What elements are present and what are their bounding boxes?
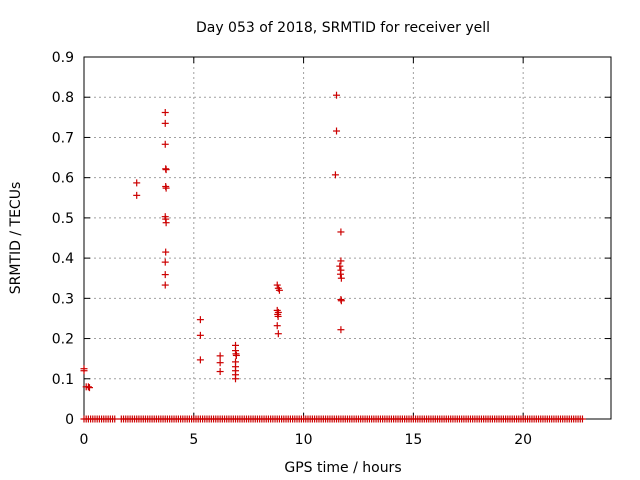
x-tick-label: 10 — [295, 432, 313, 448]
data-point — [331, 171, 339, 179]
data-point-zero — [111, 415, 119, 423]
chart-title: Day 053 of 2018, SRMTID for receiver yel… — [196, 20, 490, 36]
data-point — [275, 286, 283, 294]
y-tick-label: 0.9 — [52, 50, 74, 66]
data-point — [337, 326, 345, 334]
data-point — [196, 356, 204, 364]
y-tick-label: 0.3 — [52, 291, 74, 307]
data-point — [133, 179, 141, 187]
y-tick-labels: 0 0.1 0.2 0.3 0.4 0.5 0.6 0.7 0.8 0.9 — [52, 50, 74, 428]
y-tick-label: 0.2 — [52, 332, 74, 348]
data-point — [274, 312, 282, 320]
y-tick-label: 0.5 — [52, 211, 74, 227]
data-point — [336, 270, 344, 278]
plot-frame — [83, 56, 612, 420]
data-point — [85, 384, 93, 392]
data-point — [232, 375, 240, 383]
data-point — [273, 281, 281, 289]
data-point — [161, 109, 169, 117]
data-point — [162, 219, 170, 227]
data-point — [337, 257, 345, 265]
data-points — [80, 91, 586, 423]
data-point — [196, 331, 204, 339]
data-point — [216, 352, 224, 360]
data-point — [337, 297, 345, 305]
y-tick-label: 0.4 — [52, 251, 74, 267]
x-tick-labels: 0 5 10 15 20 — [80, 432, 533, 448]
y-tick-label: 0.8 — [52, 90, 74, 106]
x-tick-label: 20 — [514, 432, 532, 448]
data-point — [274, 330, 282, 338]
data-point — [162, 184, 170, 192]
data-point — [216, 359, 224, 367]
data-point — [216, 368, 224, 376]
x-tick-label: 5 — [189, 432, 198, 448]
x-tick-label: 15 — [404, 432, 422, 448]
data-point — [232, 351, 240, 359]
data-point — [333, 91, 341, 99]
y-tick-label: 0.1 — [52, 372, 74, 388]
y-tick-label: 0.6 — [52, 171, 74, 187]
axis-ticks — [83, 56, 611, 420]
data-point — [80, 367, 88, 375]
data-point — [161, 281, 169, 289]
data-point — [162, 166, 170, 174]
data-point — [337, 228, 345, 236]
data-point — [337, 274, 345, 282]
data-point — [161, 258, 169, 266]
grid-lines — [84, 57, 611, 419]
data-point — [333, 127, 341, 135]
data-point — [273, 322, 281, 330]
data-point — [161, 140, 169, 148]
data-point — [133, 191, 141, 199]
data-point — [162, 248, 170, 256]
data-point — [161, 271, 169, 279]
data-point — [161, 119, 169, 127]
y-tick-label: 0.7 — [52, 130, 74, 146]
y-tick-label: 0 — [65, 412, 74, 428]
data-point — [196, 316, 204, 324]
x-axis-label: GPS time / hours — [284, 460, 401, 476]
data-point — [84, 383, 92, 391]
data-point — [336, 262, 344, 270]
y-axis-label: SRMTID / TECUs — [8, 182, 24, 295]
data-point-zero — [578, 415, 586, 423]
x-tick-label: 0 — [80, 432, 89, 448]
